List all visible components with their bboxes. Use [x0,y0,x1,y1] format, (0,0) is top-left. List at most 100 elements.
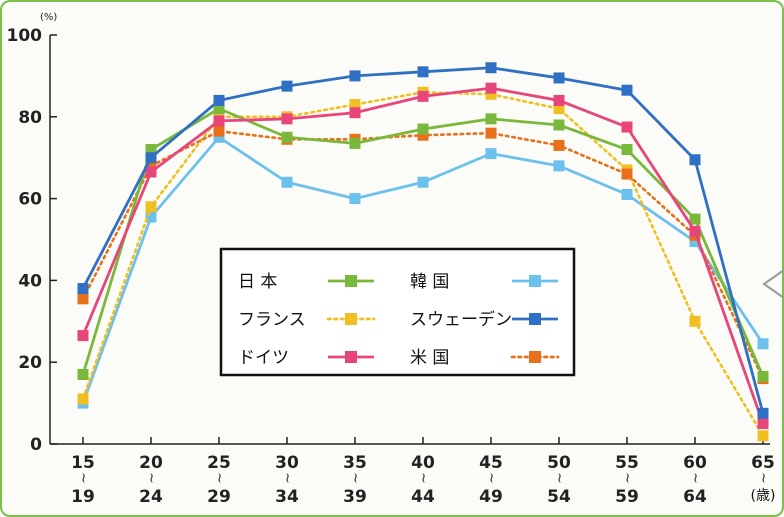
series-2 [77,82,769,430]
x-tick-label-top: 25 [207,453,231,473]
x-tick-label-bottom: 39 [343,487,367,507]
x-tick-label-bottom: 24 [139,487,163,507]
data-point [77,393,89,405]
legend-swatch-marker [529,313,541,325]
data-point [349,193,361,205]
x-tick-label-top: 55 [615,453,639,473]
x-tick-label-top: 60 [683,453,707,473]
data-point [553,72,565,84]
x-tick-separator: ~ [415,472,431,484]
y-tick-label: 80 [18,108,42,128]
y-tick-label: 40 [18,271,42,291]
legend-swatch-marker [529,351,541,363]
legend-swatch-marker [345,351,357,363]
data-point [485,113,497,125]
series-3 [77,131,769,409]
x-tick-separator: ~ [279,472,295,484]
x-tick-label-top: 15 [71,453,95,473]
data-point [145,144,157,156]
x-tick-label-top: 30 [275,453,299,473]
x-tick-label-top: 35 [343,453,367,473]
data-point [553,103,565,115]
data-point [485,148,497,160]
data-point [281,80,293,92]
x-tick-separator: ~ [75,472,91,484]
data-point [689,236,701,248]
series-0 [77,103,769,383]
legend-label: 米 国 [410,348,449,368]
x-tick-label-top: 45 [479,453,503,473]
data-point [349,99,361,111]
data-point [553,119,565,131]
callout-arrow [762,269,784,299]
data-point [77,293,89,305]
x-tick-separator: ~ [551,472,567,484]
data-point [485,62,497,74]
y-tick-label: 60 [18,190,42,210]
data-point [485,88,497,100]
data-point [689,225,701,237]
data-point [621,121,633,133]
data-point [145,152,157,164]
legend-label: フランス [238,310,306,330]
data-point [417,123,429,135]
x-tick-label-top: 40 [411,453,435,473]
legend-box [219,247,576,377]
data-point [689,213,701,225]
data-point [689,315,701,327]
series-lines [77,62,769,442]
data-point [417,129,429,141]
data-point [77,283,89,295]
data-point [349,107,361,119]
data-point [349,70,361,82]
data-point [485,82,497,94]
legend-swatch-marker [345,313,357,325]
data-point [213,103,225,115]
x-tick-separator: ~ [347,472,363,484]
x-tick-separator: ~ [143,472,159,484]
x-tick-separator: ~ [619,472,635,484]
x-tick-separator: ~ [211,472,227,484]
y-tick-label: 100 [7,26,43,46]
data-point [621,189,633,201]
data-point [757,371,769,383]
data-point [757,407,769,419]
x-tick-label-bottom: 19 [71,487,95,507]
data-point [145,160,157,172]
data-point [213,94,225,106]
data-point [281,113,293,125]
data-point [621,168,633,180]
x-unit-label: (歳) [751,488,776,504]
data-point [77,368,89,380]
x-tick-label-top: 65 [751,453,775,473]
data-point [757,418,769,430]
data-point [417,176,429,188]
data-point [621,84,633,96]
x-tick-separator: ~ [687,472,703,484]
data-point [417,90,429,102]
x-tick-label-bottom: 29 [207,487,231,507]
data-point [281,176,293,188]
data-point [213,125,225,137]
data-point [77,330,89,342]
data-point [145,211,157,223]
data-point [757,338,769,350]
data-point [281,131,293,143]
legend-label: ドイツ [238,348,289,368]
data-point [145,166,157,178]
y-unit-label: (%) [40,12,57,23]
data-point [689,154,701,166]
x-tick-label-bottom: 59 [615,487,639,507]
data-point [553,94,565,106]
x-tick-label-top: 50 [547,453,571,473]
data-point [553,139,565,151]
x-tick-separator: ~ [755,472,771,484]
data-point [417,66,429,78]
x-tick-label-top: 20 [139,453,163,473]
y-tick-label: 0 [30,435,42,455]
legend-swatch-marker [529,275,541,287]
data-point [485,127,497,139]
data-point [213,115,225,127]
data-point [553,160,565,172]
